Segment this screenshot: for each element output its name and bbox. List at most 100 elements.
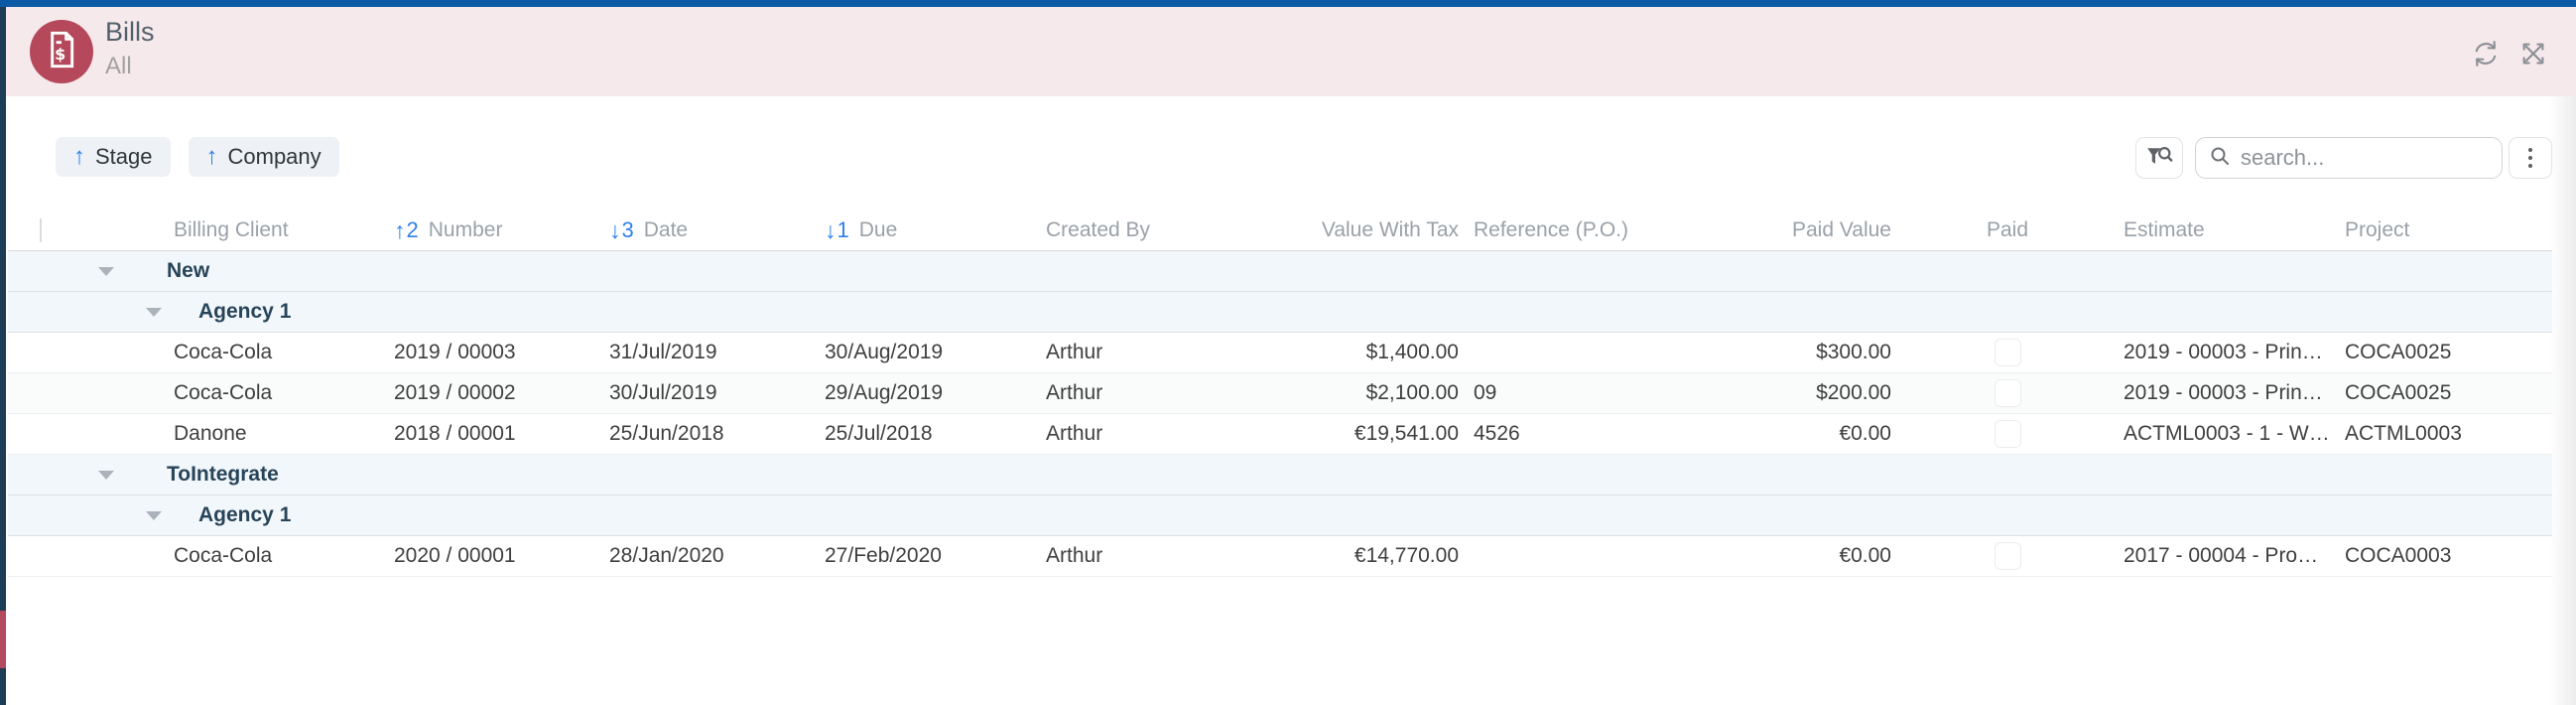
cell-created-by: Arthur	[1046, 341, 1103, 363]
column-header-paid[interactable]: Paid	[1986, 218, 2029, 241]
table-row[interactable]: Coca-Cola 2020 / 00001 28/Jan/2020 27/Fe…	[8, 536, 2552, 577]
group-name: ToIntegrate	[167, 463, 279, 486]
cell-project: COCA0025	[2345, 341, 2452, 363]
column-header-reference[interactable]: Reference (P.O.)	[1474, 218, 1629, 241]
table-header-row: Billing Client ↑ 2 Number ↓ 3 Date ↓ 1 Due …	[8, 211, 2552, 251]
cell-date: 25/Jun/2018	[609, 422, 724, 445]
toolbar: ↑ Stage ↑ Company	[6, 96, 2576, 211]
collapse-triangle-icon[interactable]	[146, 307, 162, 317]
column-header-date[interactable]: ↓ 3 Date	[609, 217, 689, 243]
cell-reference: 4526	[1474, 422, 1520, 445]
cell-value-with-tax: $1,400.00	[1365, 341, 1459, 363]
group-by-company-label: Company	[227, 144, 322, 169]
filter-search-button[interactable]	[2135, 137, 2183, 179]
sort-desc-icon: ↓	[609, 217, 621, 243]
left-edge-strip	[0, 0, 6, 705]
sort-badge-due: ↓ 1	[825, 217, 849, 243]
table-row[interactable]: Coca-Cola 2019 / 00003 31/Jul/2019 30/Au…	[8, 333, 2552, 373]
cell-value-with-tax: €14,770.00	[1353, 544, 1459, 567]
cell-billing-client: Coca-Cola	[174, 381, 273, 404]
cell-paid-value: $200.00	[1816, 381, 1891, 404]
cell-estimate: 2017 - 00004 - Pro…	[2124, 544, 2319, 567]
table-row[interactable]: Coca-Cola 2019 / 00002 30/Jul/2019 29/Au…	[8, 373, 2552, 414]
cell-paid-value: €0.00	[1839, 544, 1891, 567]
column-header-billing-client[interactable]: Billing Client	[174, 218, 289, 241]
column-header-number[interactable]: ↑ 2 Number	[394, 217, 503, 243]
sort-desc-icon: ↓	[825, 217, 837, 243]
expand-button[interactable]	[2518, 39, 2548, 71]
group-by-stage-chip[interactable]: ↑ Stage	[56, 137, 171, 177]
cell-project: COCA0025	[2345, 381, 2452, 404]
bill-icon: $	[45, 30, 78, 74]
cell-due: 29/Aug/2019	[825, 381, 944, 404]
refresh-icon	[2471, 39, 2501, 71]
expand-icon	[2518, 39, 2548, 71]
cell-number: 2018 / 00001	[394, 422, 516, 445]
cell-date: 28/Jan/2020	[609, 544, 724, 567]
subgroup-name: Agency 1	[198, 300, 292, 323]
group-name: New	[167, 259, 210, 282]
paid-checkbox[interactable]	[1994, 542, 2021, 570]
select-all-checkbox[interactable]	[40, 218, 42, 242]
cell-reference: 09	[1474, 381, 1497, 404]
group-row-tointegrate[interactable]: ToIntegrate	[8, 455, 2552, 495]
sort-asc-icon: ↑	[205, 143, 218, 170]
cell-project: COCA0003	[2345, 544, 2452, 567]
more-options-button[interactable]	[2509, 137, 2552, 179]
paid-checkbox[interactable]	[1994, 339, 2021, 366]
cell-estimate: 2019 - 00003 - Prin…	[2124, 381, 2323, 404]
search-box	[2195, 137, 2503, 179]
bills-table: Billing Client ↑ 2 Number ↓ 3 Date ↓ 1 Due …	[8, 211, 2552, 577]
paid-checkbox[interactable]	[1994, 379, 2021, 407]
kebab-icon	[2528, 148, 2532, 168]
column-header-estimate[interactable]: Estimate	[2124, 218, 2205, 241]
column-header-created-by[interactable]: Created By	[1046, 218, 1151, 241]
bills-module-badge: $	[30, 20, 93, 83]
cell-value-with-tax: €19,541.00	[1353, 422, 1459, 445]
page-title: Bills	[105, 17, 155, 47]
cell-date: 30/Jul/2019	[609, 381, 717, 404]
cell-created-by: Arthur	[1046, 422, 1103, 445]
cell-paid-value: €0.00	[1839, 422, 1891, 445]
sort-badge-date: ↓ 3	[609, 217, 634, 243]
cell-number: 2020 / 00001	[394, 544, 516, 567]
column-header-paid-value[interactable]: Paid Value	[1791, 218, 1891, 241]
cell-estimate: 2019 - 00003 - Prin…	[2124, 341, 2323, 363]
table-row[interactable]: Danone 2018 / 00001 25/Jun/2018 25/Jul/2…	[8, 414, 2552, 455]
sort-asc-icon: ↑	[73, 143, 85, 170]
search-input[interactable]	[2241, 145, 2490, 171]
refresh-button[interactable]	[2471, 39, 2501, 71]
column-header-project[interactable]: Project	[2345, 218, 2410, 241]
cell-created-by: Arthur	[1046, 381, 1103, 404]
svg-text:$: $	[55, 45, 65, 64]
page-header: $ Bills All	[6, 7, 2576, 96]
cell-value-with-tax: $2,100.00	[1365, 381, 1459, 404]
cell-paid-value: $300.00	[1816, 341, 1891, 363]
left-edge-scroll-thumb[interactable]	[0, 611, 6, 668]
group-row-new[interactable]: New	[8, 251, 2552, 292]
cell-number: 2019 / 00002	[394, 381, 516, 404]
cell-number: 2019 / 00003	[394, 341, 516, 363]
subgroup-row-agency1[interactable]: Agency 1	[8, 495, 2552, 536]
subgroup-row-agency1[interactable]: Agency 1	[8, 292, 2552, 333]
sort-badge-number: ↑ 2	[394, 217, 419, 243]
column-header-value-with-tax[interactable]: Value With Tax	[1321, 218, 1459, 241]
page-subtitle: All	[105, 53, 132, 80]
group-by-stage-label: Stage	[95, 144, 153, 169]
column-header-due[interactable]: ↓ 1 Due	[825, 217, 898, 243]
top-accent-bar	[0, 0, 2576, 7]
collapse-triangle-icon[interactable]	[146, 510, 162, 520]
right-edge-fade	[2550, 96, 2576, 705]
collapse-triangle-icon[interactable]	[98, 266, 114, 276]
cell-project: ACTML0003	[2345, 422, 2462, 445]
search-icon	[2208, 144, 2232, 173]
cell-due: 30/Aug/2019	[825, 341, 944, 363]
collapse-triangle-icon[interactable]	[98, 470, 114, 480]
paid-checkbox[interactable]	[1994, 420, 2021, 448]
subgroup-name: Agency 1	[198, 503, 292, 526]
group-by-company-chip[interactable]: ↑ Company	[188, 137, 339, 177]
filter-search-icon	[2144, 142, 2174, 175]
cell-estimate: ACTML0003 - 1 - W…	[2124, 422, 2330, 445]
cell-billing-client: Danone	[174, 422, 247, 445]
cell-due: 27/Feb/2020	[825, 544, 942, 567]
